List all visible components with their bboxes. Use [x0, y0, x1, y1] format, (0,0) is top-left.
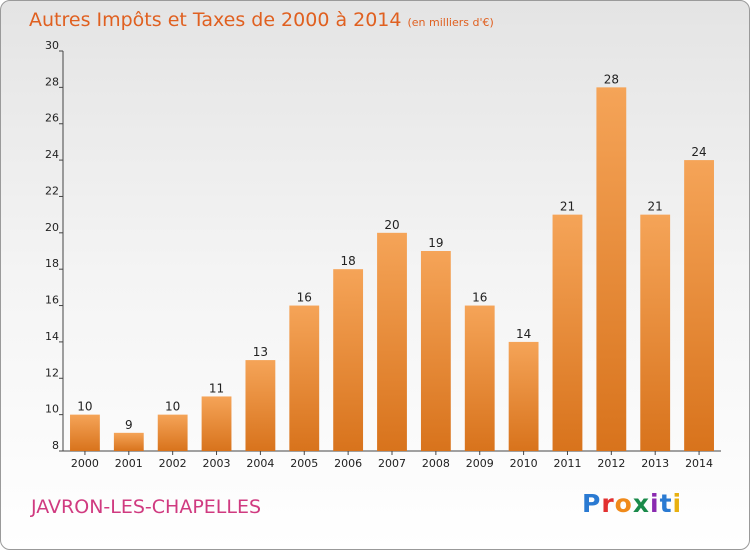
x-tick-label: 2004 [246, 457, 274, 470]
bar-value-label: 14 [516, 327, 531, 341]
bar [420, 251, 451, 451]
bar [70, 414, 100, 451]
x-tick-label: 2011 [553, 457, 581, 470]
x-tick-label: 2012 [597, 457, 625, 470]
bar [464, 305, 495, 451]
bar [596, 87, 627, 451]
x-tick-label: 2003 [203, 457, 231, 470]
chart-title: Autres Impôts et Taxes de 2000 à 2014 (en… [29, 9, 494, 31]
x-tick-label: 2009 [466, 457, 494, 470]
bar [201, 396, 232, 451]
y-tick-label: 24 [45, 148, 59, 161]
bar-value-label: 21 [560, 200, 575, 214]
bar-value-label: 11 [209, 381, 224, 395]
x-tick-label: 2007 [378, 457, 406, 470]
y-tick-label: 28 [45, 75, 59, 88]
x-tick-label: 2006 [334, 457, 362, 470]
logo-letter: i [650, 489, 660, 518]
bar-value-label: 28 [604, 72, 619, 86]
x-tick-label: 2013 [641, 457, 669, 470]
x-tick-label: 2002 [159, 457, 187, 470]
x-tick-label: 2008 [422, 457, 450, 470]
bar [684, 160, 714, 451]
bar-value-label: 24 [691, 145, 706, 159]
y-tick-label: 22 [45, 184, 59, 197]
chart-title-text: Autres Impôts et Taxes de 2000 à 2014 [29, 9, 402, 31]
bar [333, 269, 364, 451]
bar-value-label: 16 [472, 291, 487, 305]
bar [157, 414, 188, 451]
bar-value-label: 19 [428, 236, 443, 250]
y-tick-label: 26 [45, 112, 59, 125]
x-tick-label: 2000 [71, 457, 99, 470]
logo-letter: o [614, 489, 633, 518]
bar [508, 341, 539, 451]
logo-letter: i [672, 489, 683, 518]
logo-letter: x [632, 489, 650, 518]
bar-value-label: 20 [384, 218, 399, 232]
y-tick-label: 10 [45, 403, 59, 416]
bar-value-label: 13 [253, 345, 268, 359]
y-tick-label: 14 [45, 330, 59, 343]
logo-letter: P [582, 489, 602, 518]
x-tick-label: 2005 [290, 457, 318, 470]
y-tick-label: 12 [45, 366, 59, 379]
bar-value-label: 18 [340, 254, 355, 268]
x-tick-label: 2014 [685, 457, 713, 470]
bar-value-label: 10 [77, 400, 92, 414]
bar-value-label: 10 [165, 400, 180, 414]
bar [245, 360, 276, 451]
bar [552, 214, 583, 451]
bar [289, 305, 320, 451]
bar-value-label: 21 [648, 200, 663, 214]
x-tick-label: 2010 [510, 457, 538, 470]
proxiti-logo: Proxiti [582, 489, 682, 518]
x-tick-label: 2001 [115, 457, 143, 470]
y-tick-label: 16 [45, 294, 59, 307]
bar-value-label: 9 [125, 418, 133, 432]
bar [640, 214, 671, 451]
logo-letter: r [601, 489, 615, 518]
commune-name: JAVRON-LES-CHAPELLES [31, 496, 262, 518]
chart-bars: 10 9 10 11 13 16 18 20 19 16 14 21 28 21 24 [70, 72, 714, 451]
logo-letter: t [659, 489, 673, 518]
y-tick-label: 18 [45, 257, 59, 270]
bar [113, 432, 144, 451]
bar [377, 232, 407, 451]
y-tick-label: 8 [52, 439, 59, 452]
bar-value-label: 16 [297, 291, 312, 305]
y-tick-label: 30 [45, 39, 59, 52]
chart-subtitle: (en milliers d'€) [407, 16, 494, 29]
y-tick-label: 20 [45, 221, 59, 234]
